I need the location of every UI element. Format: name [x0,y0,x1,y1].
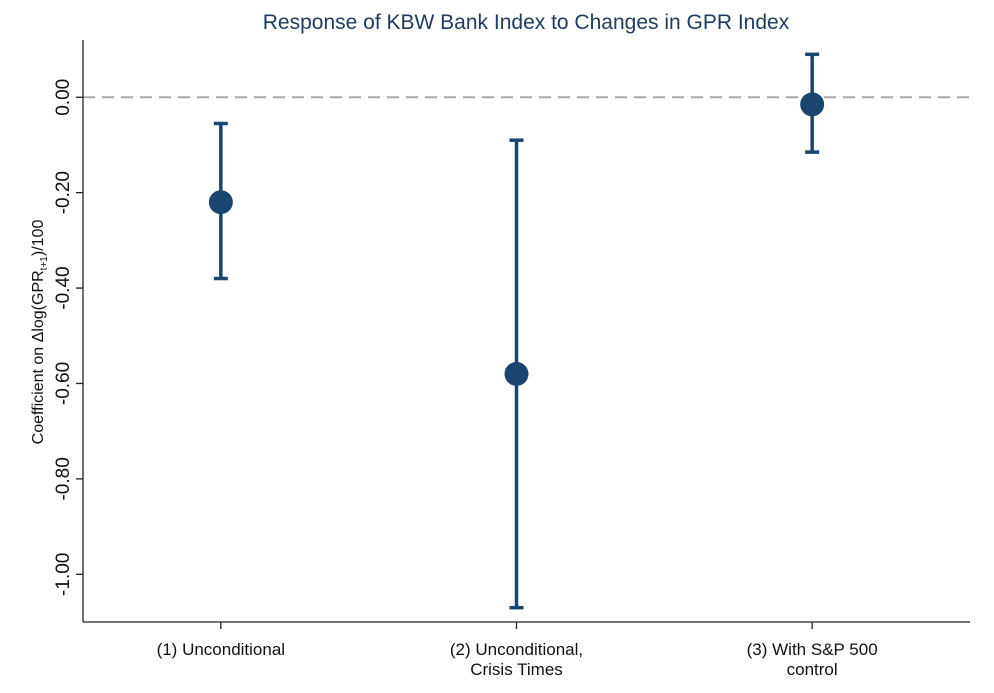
y-tick-label: -0.40 [53,266,74,309]
y-tick-label: -1.00 [53,553,74,596]
y-axis-title-subscript: t+1 [39,256,50,271]
y-tick-label: -0.20 [53,171,74,214]
plot-area: 0.00 -0.20 -0.40 -0.60 -0.80 -1.00 (1) Uncondi… [53,40,970,679]
point-estimate [504,361,529,386]
point-estimate [800,92,825,117]
chart-title: Response of KBW Bank Index to Changes in… [263,11,790,34]
y-tick-label: -0.60 [53,362,74,405]
y-tick-label: 0.00 [53,79,74,116]
y-axis-title: Coefficient on Δlog(GPRt+1)/100 [30,220,50,445]
x-tick-label: (1) Unconditional [157,640,286,659]
y-axis-title-suffix: )/100 [30,220,47,257]
x-tick-label: (2) Unconditional, [450,640,583,659]
point-estimate [208,190,233,215]
x-tick-label: control [787,660,838,679]
y-axis-title-prefix: Coefficient on Δlog(GPR [30,270,47,444]
y-tick-label: -0.80 [53,457,74,500]
x-tick-label: Crisis Times [470,660,563,679]
x-tick-label: (3) With S&P 500 [747,640,878,659]
